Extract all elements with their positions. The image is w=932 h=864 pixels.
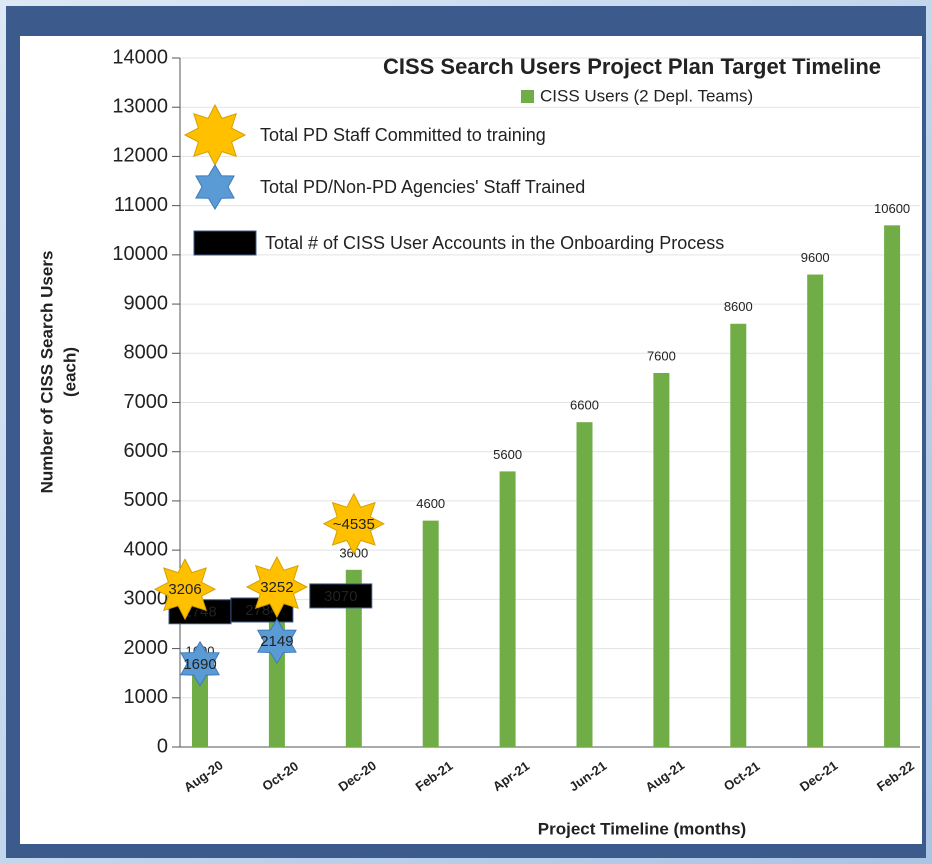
bar [192,668,208,747]
value-label: 9600 [801,250,830,265]
y-tick-label: 11000 [114,194,168,216]
plot-background [20,36,922,844]
legend-swatch [521,90,534,103]
legend-label: Total PD Staff Committed to training [260,125,546,145]
marker-label: 2149 [260,633,293,650]
y-tick-label: 8000 [124,342,169,364]
marker-label: 2748 [183,604,216,621]
value-label: 5600 [493,447,522,462]
y-tick-label: 13000 [112,95,168,117]
y-tick-label: 2000 [124,637,169,659]
y-tick-label: 3000 [124,588,169,610]
y-tick-label: 0 [157,735,168,757]
y-tick-label: 14000 [112,46,168,68]
marker-star [195,164,235,210]
value-label: 10600 [874,201,910,216]
value-label: 6600 [570,398,599,413]
legend-label: CISS Users (2 Depl. Teams) [540,86,753,105]
bar [345,569,362,747]
y-tick-label: 7000 [124,391,169,413]
marker-label: 1690 [183,656,216,673]
marker-star [153,558,217,621]
y-tick-label: 4000 [124,538,169,560]
x-axis-label: Project Timeline (months) [538,819,746,838]
value-label: 4600 [416,496,445,511]
y-tick-label: 6000 [124,440,169,462]
y-tick-label: 1000 [124,686,169,708]
marker-label: ~4535 [333,516,375,533]
marker-star [256,618,297,665]
bar [730,323,747,747]
bar [884,225,901,748]
y-axis-label: Number of CISS Search Users [37,251,56,494]
bar [499,471,516,747]
marker-star [245,555,308,619]
marker-label: 3206 [168,581,201,598]
y-tick-label: 5000 [124,489,169,511]
marker-label: 2784 [245,602,278,619]
marker-star [322,492,385,555]
y-tick-label: 9000 [124,292,169,314]
value-label: 8600 [724,299,753,314]
bar [807,274,824,747]
marker-star [183,103,247,167]
marker-star [180,640,220,687]
y-tick-label: 12000 [112,145,168,167]
marker-box [309,583,373,609]
marker-label: 3070 [324,588,357,605]
y-tick-label: 10000 [112,243,168,265]
y-axis-label: (each) [60,347,79,397]
legend-label: Total # of CISS User Accounts in the Onb… [265,233,724,253]
bar [422,520,439,747]
bar [653,372,670,747]
legend-label: Total PD/Non-PD Agencies' Staff Trained [260,177,585,197]
value-label: 7600 [647,348,676,363]
bar [576,422,593,747]
marker-label: 3252 [260,579,293,596]
marker-box [193,230,257,256]
